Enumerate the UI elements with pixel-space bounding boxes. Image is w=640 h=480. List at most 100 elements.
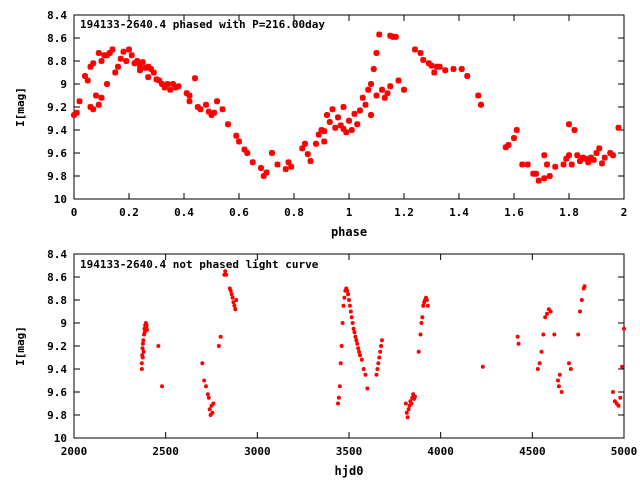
data-point xyxy=(379,344,384,348)
x-tick-label: 1.8 xyxy=(559,206,579,219)
x-tick-label: 0.4 xyxy=(174,206,194,219)
data-point xyxy=(353,334,358,339)
data-point xyxy=(535,367,540,371)
data-point xyxy=(103,52,111,59)
data-point xyxy=(340,103,347,111)
data-point xyxy=(350,321,355,325)
data-point xyxy=(164,80,171,88)
data-point xyxy=(131,60,138,67)
data-point xyxy=(156,77,163,84)
y-tick-label: 8.8 xyxy=(47,55,67,68)
data-point xyxy=(419,321,424,325)
data-point xyxy=(218,334,223,339)
data-point xyxy=(436,63,443,70)
data-point xyxy=(141,338,146,343)
data-point xyxy=(106,49,113,56)
y-tick-label: 8.8 xyxy=(47,294,67,307)
data-point xyxy=(535,177,542,184)
data-point xyxy=(345,117,353,124)
data-point xyxy=(582,284,587,289)
data-point xyxy=(568,161,575,168)
y-axis-ticks: 8.4 8.6 8.8 9 9.2 9.4 9.6 9.8 10 xyxy=(47,248,624,445)
data-point xyxy=(342,295,347,300)
data-point xyxy=(232,303,237,308)
data-point xyxy=(571,126,578,134)
data-point xyxy=(622,326,626,331)
y-tick-label: 9.8 xyxy=(47,409,67,422)
data-point xyxy=(202,378,207,383)
data-point xyxy=(197,106,204,113)
y-tick-label: 8.6 xyxy=(47,32,67,45)
data-point xyxy=(556,378,560,383)
data-point xyxy=(136,67,144,74)
data-point xyxy=(336,395,341,400)
y-tick-label: 10 xyxy=(54,193,67,206)
data-point xyxy=(582,155,589,162)
data-point xyxy=(424,298,429,302)
data-point xyxy=(374,372,379,377)
data-point xyxy=(134,57,141,65)
data-point xyxy=(560,161,567,168)
data-point xyxy=(147,66,155,73)
data-point xyxy=(145,63,152,70)
data-point xyxy=(387,32,394,39)
data-point xyxy=(347,303,352,308)
data-point xyxy=(172,84,179,91)
data-point xyxy=(367,80,375,88)
x-tick-label: 2 xyxy=(621,206,628,219)
data-point xyxy=(405,415,410,420)
data-point xyxy=(596,145,603,152)
y-tick-label: 9 xyxy=(60,317,67,330)
data-point xyxy=(219,106,226,113)
data-point xyxy=(574,152,581,159)
data-point xyxy=(406,407,411,412)
data-point xyxy=(431,69,438,76)
data-point xyxy=(548,309,553,314)
data-point xyxy=(336,401,340,406)
data-point xyxy=(567,361,571,366)
data-point xyxy=(616,403,621,408)
data-point xyxy=(318,126,325,134)
phased-light-curve-panel: 8.4 8.6 8.8 9 9.2 9.4 9.6 9.8 10 0 0.2 0.4 0.6 0.8 1 1… xyxy=(14,9,627,239)
data-point xyxy=(413,394,417,399)
data-point xyxy=(403,401,408,406)
data-point xyxy=(87,103,94,111)
y-tick-label: 9.6 xyxy=(47,147,67,160)
data-point xyxy=(207,407,212,412)
data-point xyxy=(565,121,573,128)
data-point xyxy=(346,292,351,297)
data-point xyxy=(505,141,512,148)
x-tick-label: 1.2 xyxy=(394,206,414,219)
data-point xyxy=(123,57,130,65)
data-point xyxy=(416,349,421,354)
data-point xyxy=(210,410,215,415)
data-point xyxy=(400,86,408,93)
data-point xyxy=(329,106,336,113)
data-point xyxy=(609,152,617,159)
data-point xyxy=(559,390,564,394)
data-point xyxy=(241,146,248,153)
data-point xyxy=(81,72,89,79)
data-point xyxy=(545,311,549,316)
data-point xyxy=(349,315,354,320)
data-point xyxy=(376,31,383,38)
data-point xyxy=(337,384,342,389)
data-point xyxy=(156,344,161,348)
data-point xyxy=(323,112,331,119)
data-point xyxy=(144,327,149,332)
x-tick-label: 2500 xyxy=(152,445,179,458)
data-point xyxy=(140,341,145,346)
data-point xyxy=(565,152,573,159)
data-point xyxy=(502,144,509,151)
data-point xyxy=(205,108,212,115)
data-point xyxy=(263,169,270,176)
data-point xyxy=(90,60,97,67)
data-point xyxy=(229,292,234,297)
data-point xyxy=(175,83,182,90)
data-point xyxy=(351,110,358,117)
x-axis-ticks: 2000 2500 3000 3500 4000 4500 5000 xyxy=(61,254,637,458)
data-point xyxy=(546,172,553,180)
data-point xyxy=(376,361,381,366)
data-point xyxy=(228,288,233,293)
y-axis-label: I[mag] xyxy=(14,326,27,366)
